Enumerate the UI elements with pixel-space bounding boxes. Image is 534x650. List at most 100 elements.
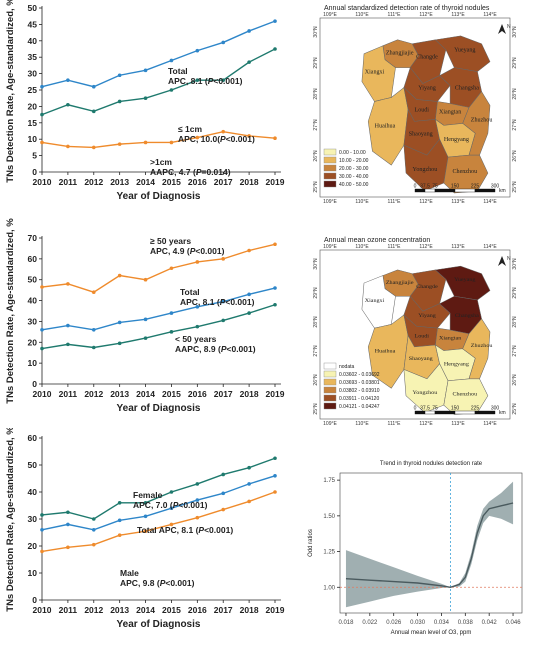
city-label: Zhuzhou bbox=[471, 117, 493, 123]
series-annotation-name: ≤ 1cm bbox=[178, 124, 202, 134]
north-label: N bbox=[507, 24, 511, 30]
data-point bbox=[143, 501, 148, 505]
y-tick-label: 60 bbox=[28, 254, 38, 264]
north-arrow-icon bbox=[498, 24, 506, 34]
city-label: Chenzhou bbox=[452, 169, 477, 175]
legend-label: 10.00 - 20.00 bbox=[339, 158, 369, 164]
legend-swatch bbox=[323, 386, 337, 394]
data-point bbox=[247, 134, 251, 138]
legend-swatch bbox=[323, 362, 337, 370]
scale-label: 37.5 bbox=[420, 184, 430, 190]
y-tick-label: 1.50 bbox=[323, 514, 335, 520]
y-axis-label: Odd ratios bbox=[308, 529, 314, 557]
latitude-label-right: 29°N bbox=[512, 57, 518, 69]
latitude-label-left: 25°N bbox=[313, 181, 319, 193]
latitude-label-right: 28°N bbox=[512, 316, 518, 328]
data-point bbox=[117, 99, 122, 104]
latitude-label-right: 26°N bbox=[512, 150, 518, 162]
data-point bbox=[117, 341, 122, 346]
x-tick-label: 0.026 bbox=[386, 620, 402, 626]
y-tick-label: 10 bbox=[28, 358, 38, 368]
data-point bbox=[195, 305, 200, 309]
data-point bbox=[221, 40, 226, 45]
longitude-label-top: 112°E bbox=[419, 12, 433, 18]
data-point bbox=[117, 518, 122, 523]
data-point bbox=[169, 506, 174, 510]
data-point bbox=[169, 266, 174, 271]
data-point bbox=[221, 78, 226, 82]
data-point bbox=[91, 145, 96, 150]
data-point bbox=[66, 522, 70, 527]
longitude-label-bottom: 109°E bbox=[323, 421, 337, 427]
scale-label: 300 bbox=[491, 406, 500, 412]
data-point bbox=[273, 136, 277, 141]
series-annotation-name: Total bbox=[180, 287, 200, 297]
city-label: Hengyang bbox=[444, 137, 469, 143]
data-point bbox=[169, 490, 174, 494]
data-point bbox=[66, 545, 70, 550]
data-point bbox=[221, 257, 226, 261]
region-xiangxi bbox=[361, 275, 396, 329]
scale-label: 0 bbox=[414, 406, 417, 412]
legend-label: 20.00 - 30.00 bbox=[339, 166, 369, 172]
x-tick-label: 2011 bbox=[59, 605, 78, 615]
legend-label: 0.03802 - 0.03910 bbox=[339, 388, 380, 394]
longitude-label-top: 114°E bbox=[483, 12, 497, 18]
city-label: Chenzhou bbox=[452, 392, 477, 398]
longitude-label-top: 114°E bbox=[483, 244, 497, 250]
y-tick-label: 0 bbox=[32, 379, 37, 389]
x-tick-label: 2015 bbox=[162, 605, 181, 615]
data-point bbox=[169, 88, 174, 92]
region-xiangxi bbox=[361, 45, 396, 102]
data-point bbox=[273, 286, 277, 290]
series-annotation-stat: AAPC, 4.7 (P=0.014) bbox=[150, 167, 231, 177]
chart-detection-by-size: 0 5 10 15 20 25 30 35 40 45 50 2010 2011 2012 2013 2014… bbox=[5, 0, 285, 202]
legend-swatch bbox=[323, 148, 337, 156]
data-point bbox=[247, 60, 251, 64]
y-tick-label: 30 bbox=[28, 514, 38, 524]
legend-swatch bbox=[323, 156, 337, 164]
series-line bbox=[41, 457, 276, 520]
odds-ratio-curve bbox=[345, 502, 514, 589]
city-label: Xiangxi bbox=[365, 70, 385, 76]
map-detection-rate: Annual standardized detection rate of th… bbox=[313, 5, 518, 205]
latitude-label-left: 27°N bbox=[313, 119, 319, 131]
x-tick-label: 2016 bbox=[188, 177, 207, 187]
data-point bbox=[273, 47, 277, 51]
series-annotation-name: < 50 years bbox=[175, 334, 217, 344]
x-tick-label: 2016 bbox=[188, 605, 207, 615]
x-tick-label: 0.042 bbox=[482, 620, 498, 626]
x-tick-label: 2014 bbox=[136, 177, 155, 187]
data-point bbox=[169, 140, 174, 145]
x-axis-label: Year of Diagnosis bbox=[117, 403, 201, 414]
region-chenzhou bbox=[443, 378, 489, 415]
x-tick-label: 2012 bbox=[84, 605, 103, 615]
legend-label: 0.03693 - 0.03801 bbox=[339, 380, 380, 386]
region-yueyang bbox=[434, 265, 491, 301]
x-axis-label: Annual mean level of O3, ppm bbox=[391, 630, 472, 636]
y-tick-label: 20 bbox=[28, 337, 38, 347]
series-line bbox=[41, 287, 276, 331]
data-point bbox=[273, 456, 277, 461]
series-line bbox=[41, 130, 276, 149]
data-point bbox=[247, 482, 251, 486]
latitude-label-right: 27°N bbox=[512, 119, 518, 131]
data-point bbox=[66, 510, 70, 515]
y-tick-label: 20 bbox=[28, 101, 38, 111]
legend-swatch bbox=[323, 180, 337, 188]
x-tick-label: 2014 bbox=[136, 605, 155, 615]
region-yueyang bbox=[434, 35, 491, 72]
longitude-label-bottom: 112°E bbox=[419, 421, 433, 427]
x-tick-label: 2012 bbox=[84, 177, 103, 187]
city-label: Hengyang bbox=[444, 362, 469, 368]
y-tick-label: 0 bbox=[32, 167, 37, 177]
data-point bbox=[273, 302, 277, 307]
x-tick-label: 2016 bbox=[188, 389, 207, 399]
data-point bbox=[91, 109, 96, 114]
x-tick-label: 2019 bbox=[266, 177, 285, 187]
data-point bbox=[143, 140, 148, 145]
longitude-label-bottom: 110°E bbox=[355, 199, 369, 205]
legend-swatch bbox=[323, 164, 337, 172]
data-point bbox=[247, 292, 251, 297]
latitude-label-right: 29°N bbox=[512, 287, 518, 299]
